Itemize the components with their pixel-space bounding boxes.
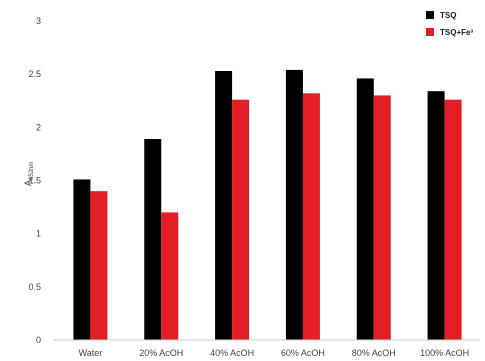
bar-tsq-1: [144, 139, 162, 340]
legend: TSQ TSQ+Fe³: [426, 11, 473, 37]
bar-tsq-3: [285, 69, 303, 340]
svg-text:A652nm: A652nm: [23, 162, 35, 186]
bar-tsq-4: [356, 78, 374, 341]
bar-tsq-fe-1: [161, 212, 179, 340]
y-tick-label: 2: [36, 122, 41, 132]
bars: [73, 69, 462, 341]
bar-tsq-fe-2: [232, 99, 250, 340]
y-tick-label: 0: [36, 335, 41, 345]
legend-label: TSQ: [440, 11, 456, 20]
bar-tsq-2: [215, 70, 233, 340]
bar-tsq-5: [427, 91, 445, 341]
y-axis-title: A652nm: [23, 162, 35, 186]
x-tick-label: 60% AcOH: [281, 348, 325, 358]
legend-label: TSQ+Fe³: [440, 28, 473, 37]
y-axis-label-subscript: 652nm: [29, 162, 35, 180]
x-tick-label: 100% AcOH: [420, 348, 469, 358]
x-tick-label: 20% AcOH: [139, 348, 183, 358]
x-axis-ticks: Water 20% AcOH 40% AcOH 60% AcOH 80% AcOH 100…: [79, 348, 470, 358]
bar-tsq-fe-3: [302, 93, 320, 340]
y-tick-label: 0.5: [28, 282, 41, 292]
y-axis-ticks: 0 0.5 1 1.5 2 2.5 3: [28, 16, 41, 345]
legend-swatch: [426, 28, 434, 36]
y-tick-label: 1.5: [28, 176, 41, 186]
y-tick-label: 3: [36, 16, 41, 26]
bar-tsq-fe-4: [373, 95, 391, 340]
y-axis-label-main: A: [23, 180, 33, 186]
y-tick-label: 1: [36, 229, 41, 239]
legend-swatch: [426, 11, 434, 19]
x-tick-label: 40% AcOH: [210, 348, 254, 358]
bar-tsq-fe-5: [444, 99, 462, 340]
bar-tsq-0: [73, 179, 91, 340]
x-tick-label: Water: [79, 348, 103, 358]
y-tick-label: 2.5: [28, 69, 41, 79]
bar-tsq-fe-0: [90, 191, 108, 340]
x-tick-label: 80% AcOH: [352, 348, 396, 358]
